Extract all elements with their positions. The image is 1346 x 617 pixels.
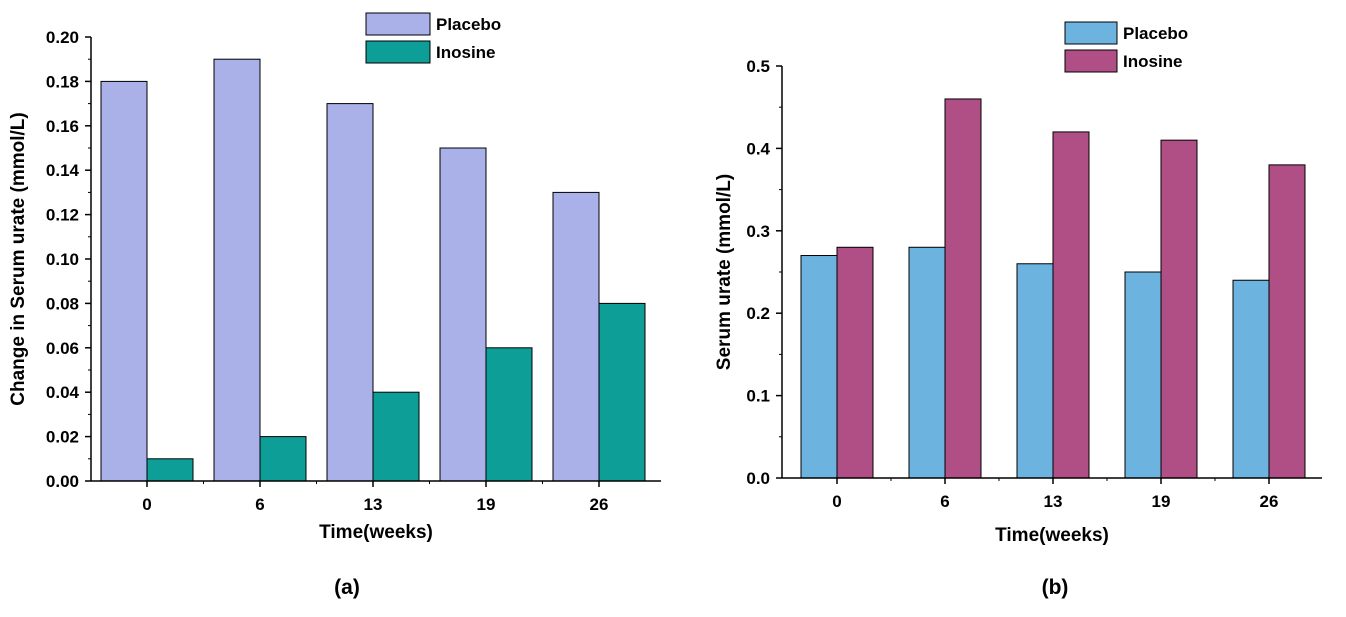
y-tick-label: 0.06 [46,339,79,358]
y-tick-label: 0.18 [46,72,79,91]
x-tick-label: 13 [364,495,383,514]
y-tick-label: 0.14 [46,161,80,180]
x-axis-title: Time(weeks) [319,522,433,543]
x-axis-title: Time(weeks) [995,525,1109,546]
x-tick-label: 6 [940,492,949,511]
x-tick-label: 19 [477,495,496,514]
y-axis-title: Serum urate (mmol/L) [714,174,735,370]
y-tick-label: 0.04 [46,383,80,402]
bar-placebo-0 [800,255,838,479]
bar-placebo-19 [439,147,487,482]
y-tick-label: 0.2 [746,304,770,323]
bar-inosine-13 [1052,131,1090,479]
panel-label: (a) [334,576,360,599]
bar-inosine-6 [259,436,307,482]
legend-swatch-placebo [365,12,431,36]
bar-inosine-6 [944,98,982,479]
legend: Placebo Inosine [365,12,501,64]
y-tick-label: 0.16 [46,117,79,136]
x-tick-label: 26 [590,495,609,514]
bar-inosine-0 [146,458,194,482]
y-tick-label: 0.08 [46,294,79,313]
x-tick-label: 6 [255,495,264,514]
y-tick-label: 0.10 [46,250,79,269]
legend-label-inosine: Inosine [1123,52,1183,71]
bar-placebo-26 [552,191,600,482]
chart-b: 0.0 0.1 0.2 0.3 0.4 0.5 0 6 13 19 26 Time(weeks) Ser… [714,21,1322,599]
y-tick-label: 0.4 [746,139,770,158]
bar-inosine-19 [485,347,533,482]
y-tick-label: 0.0 [746,469,770,488]
y-tick-label: 0.00 [46,472,79,491]
chart-a: 0.00 0.02 0.04 0.06 0.08 0.10 0.12 0.14 0.16 0.18… [8,12,661,599]
bar-placebo-0 [100,80,148,482]
legend-swatch-inosine [365,40,431,64]
bar-inosine-26 [1268,164,1306,479]
legend-label-inosine: Inosine [436,43,496,62]
x-tick-label: 13 [1044,492,1063,511]
x-tick-label: 0 [142,495,151,514]
bar-placebo-26 [1232,279,1270,479]
legend-label-placebo: Placebo [436,15,501,34]
y-tick-label: 0.5 [746,57,770,76]
bar-inosine-13 [372,391,420,482]
legend-swatch-placebo [1064,21,1118,45]
y-tick-label: 0.20 [46,28,79,47]
bar-placebo-13 [1016,263,1054,479]
y-axis-title: Change in Serum urate (mmol/L) [8,112,29,405]
x-tick-label: 19 [1152,492,1171,511]
y-tick-label: 0.3 [746,222,770,241]
bar-placebo-6 [213,58,261,482]
y-tick-label: 0.1 [746,387,770,406]
x-tick-label: 26 [1260,492,1279,511]
bar-inosine-26 [598,302,646,482]
y-tick-label: 0.12 [46,206,79,225]
bar-inosine-0 [836,246,874,479]
bar-placebo-19 [1124,271,1162,479]
bar-inosine-19 [1160,139,1198,479]
legend-label-placebo: Placebo [1123,24,1188,43]
bar-placebo-6 [908,246,946,479]
y-tick-label: 0.02 [46,428,79,447]
x-tick-label: 0 [832,492,841,511]
legend-swatch-inosine [1064,49,1118,73]
panel-label: (b) [1042,576,1069,599]
legend: Placebo Inosine [1064,21,1188,73]
bar-placebo-13 [326,103,374,482]
